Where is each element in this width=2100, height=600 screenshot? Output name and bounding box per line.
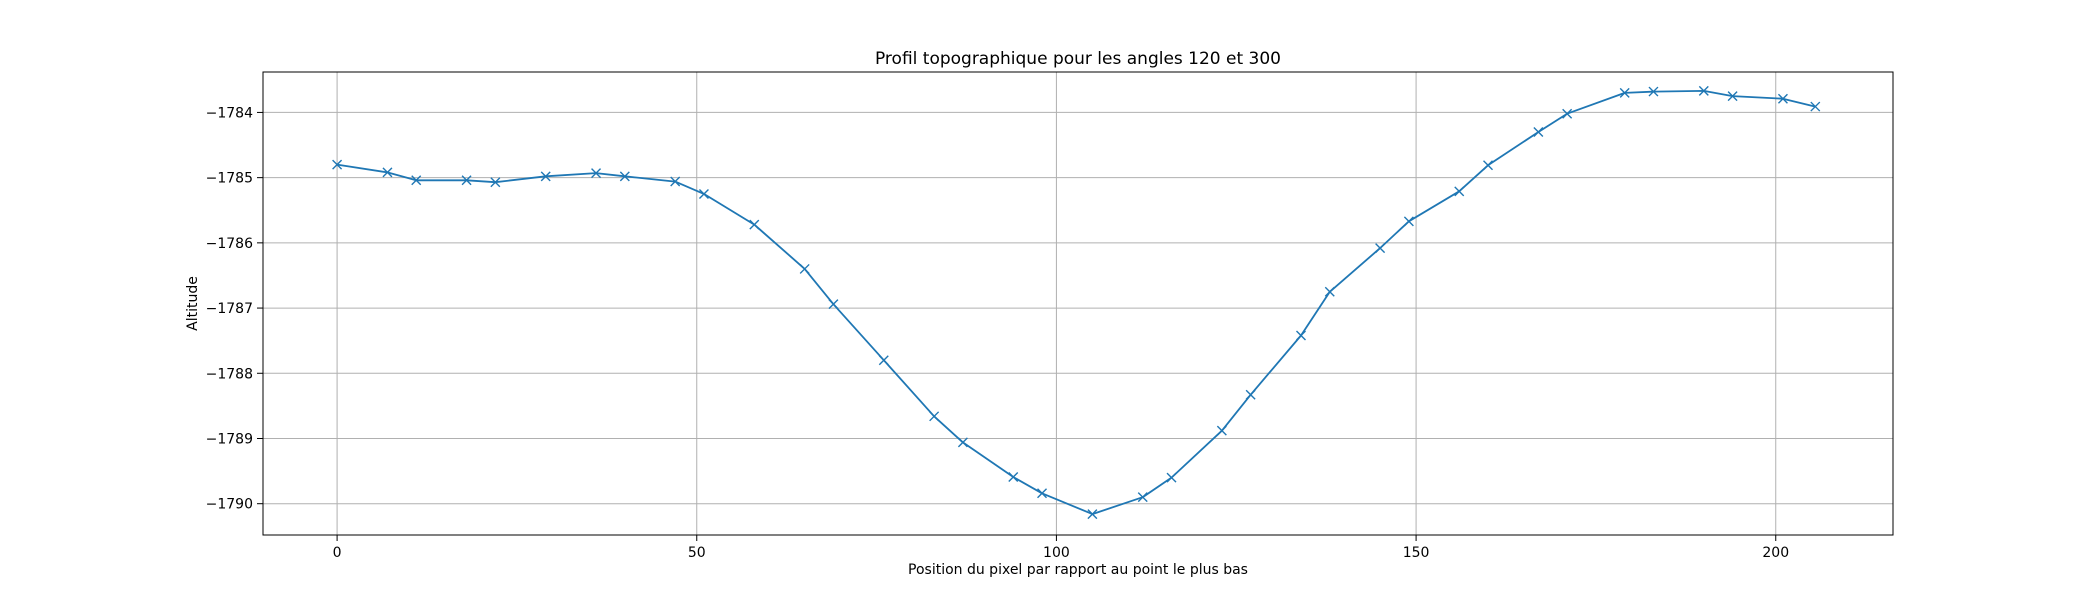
- x-tick-label: 100: [1043, 545, 1070, 561]
- y-tick-label: −1790: [206, 497, 253, 513]
- data-point-marker: [698, 188, 709, 199]
- data-point-marker: [490, 177, 501, 188]
- data-point-marker: [1245, 389, 1256, 400]
- data-point-marker: [1037, 488, 1048, 499]
- y-tick-label: −1786: [206, 236, 253, 252]
- data-point-marker: [411, 175, 422, 186]
- data-point-marker: [461, 175, 472, 186]
- y-axis-label: Altitude: [185, 276, 201, 331]
- data-point-marker: [1562, 108, 1573, 119]
- tick-marks: [257, 111, 1777, 541]
- x-tick-label: 50: [688, 545, 706, 561]
- data-point-marker: [670, 176, 681, 187]
- data-point-marker: [929, 411, 940, 422]
- data-point-marker: [1087, 509, 1098, 520]
- data-point-marker: [1619, 87, 1630, 98]
- data-point-marker: [1216, 425, 1227, 436]
- x-tick-label: 0: [333, 545, 342, 561]
- data-point-marker: [591, 168, 602, 179]
- data-point-marker: [1777, 93, 1788, 104]
- chart-title: Profil topographique pour les angles 120…: [875, 49, 1281, 69]
- x-tick-label: 150: [1403, 545, 1430, 561]
- data-point-marker: [1454, 186, 1465, 197]
- data-point-marker: [619, 171, 630, 182]
- data-point-marker: [540, 171, 551, 182]
- axes-frame: [262, 71, 1894, 536]
- data-point-marker: [878, 355, 889, 366]
- data-point-marker: [1533, 126, 1544, 137]
- data-point-marker: [1483, 160, 1494, 171]
- y-tick-label: −1788: [206, 366, 253, 382]
- data-point-marker: [957, 437, 968, 448]
- y-tick-label: −1789: [206, 431, 253, 447]
- data-point-marker: [799, 263, 810, 274]
- data-point-marker: [1137, 492, 1148, 503]
- data-point-marker: [828, 299, 839, 310]
- x-axis-label: Position du pixel par rapport au point l…: [908, 562, 1248, 578]
- data-point-marker: [1698, 85, 1709, 96]
- data-point-marker: [1648, 86, 1659, 97]
- data-series: [332, 85, 1821, 520]
- data-point-marker: [749, 219, 760, 230]
- y-tick-label: −1787: [206, 301, 253, 317]
- data-point-marker: [382, 167, 393, 178]
- y-tick-label: −1785: [206, 171, 253, 187]
- data-point-marker: [332, 159, 343, 170]
- data-point-marker: [1008, 471, 1019, 482]
- x-tick-label: 200: [1762, 545, 1789, 561]
- data-point-marker: [1295, 330, 1306, 341]
- data-point-marker: [1403, 216, 1414, 227]
- data-point-marker: [1727, 91, 1738, 102]
- data-point-marker: [1375, 243, 1386, 254]
- data-point-marker: [1810, 101, 1821, 112]
- data-point-marker: [1166, 472, 1177, 483]
- data-point-marker: [1324, 286, 1335, 297]
- y-tick-label: −1784: [206, 105, 253, 121]
